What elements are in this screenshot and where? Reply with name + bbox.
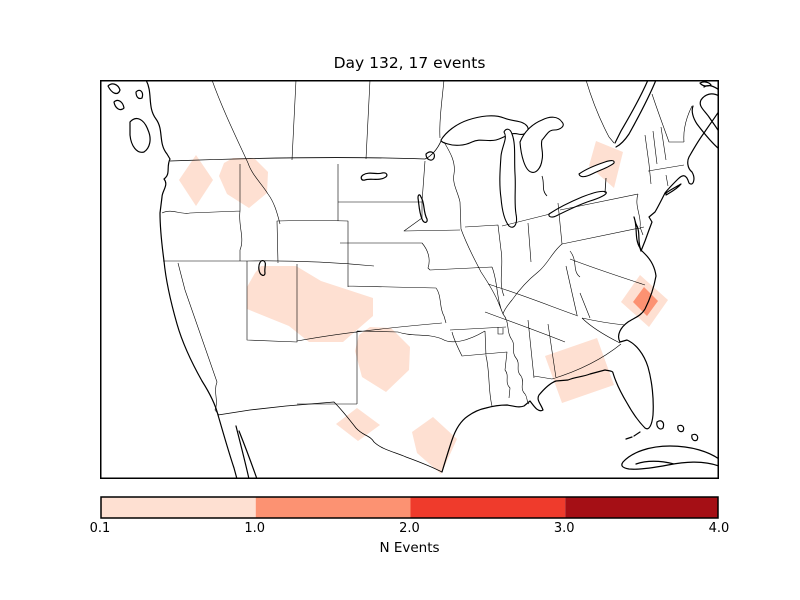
colorbar-frame	[100, 496, 719, 519]
colorbar-segments	[101, 497, 718, 518]
colorbar-segment-1	[101, 497, 256, 518]
hotspot-utah-colorado	[247, 266, 373, 342]
canada-province-borders	[211, 80, 693, 164]
colorbar-axis-label: N Events	[379, 540, 440, 556]
colorbar	[100, 496, 719, 520]
hotspot-idaho-montana	[219, 158, 268, 208]
colorbar-ticks: 0.1 1.0 2.0 3.0 4.0	[90, 521, 730, 539]
hotspot-western-washington	[179, 155, 213, 206]
us-map	[100, 80, 719, 479]
map-frame	[100, 80, 719, 479]
lake-ontario-outline	[578, 160, 615, 178]
lake-erie-outline	[548, 190, 607, 218]
colorbar-tick-3: 3.0	[553, 521, 575, 536]
hotspot-southwest-texas	[336, 408, 380, 441]
lake-superior-outline	[440, 115, 529, 146]
colorbar-tick-2: 2.0	[399, 521, 420, 536]
hotspot-north-texas	[355, 327, 410, 392]
country-borders	[169, 140, 607, 473]
hotspot-layer	[179, 141, 668, 474]
hotspot-north-carolina-inner	[633, 287, 658, 316]
hotspot-georgia-florida	[545, 338, 614, 403]
coastline	[107, 80, 719, 479]
colorbar-tick-0: 0.1	[89, 521, 111, 536]
colorbar-segment-3	[410, 497, 566, 518]
state-borders	[161, 126, 685, 416]
colorbar-segment-2	[255, 497, 411, 518]
colorbar-tick-4: 4.0	[708, 521, 730, 536]
colorbar-segment-4	[565, 497, 718, 518]
colorbar-tick-1: 1.0	[244, 521, 266, 536]
map-axes	[100, 80, 719, 479]
plot-title: Day 132, 17 events	[333, 54, 486, 72]
great-lakes	[440, 115, 615, 228]
lake-michigan-outline	[499, 128, 518, 228]
lake-huron-outline	[519, 116, 564, 173]
